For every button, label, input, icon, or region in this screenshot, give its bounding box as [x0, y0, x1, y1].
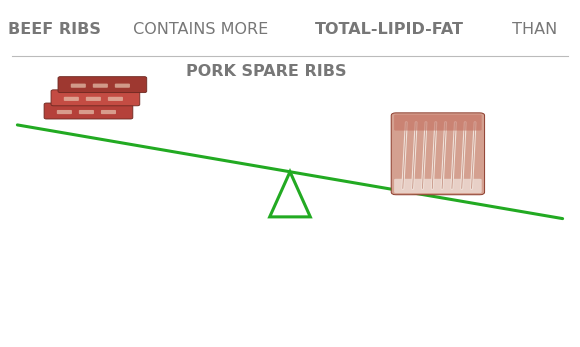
Text: CONTAINS MORE: CONTAINS MORE: [128, 22, 273, 37]
FancyBboxPatch shape: [58, 77, 147, 93]
FancyBboxPatch shape: [115, 84, 130, 88]
FancyBboxPatch shape: [86, 97, 101, 101]
FancyBboxPatch shape: [71, 84, 86, 88]
FancyBboxPatch shape: [44, 103, 133, 119]
FancyBboxPatch shape: [93, 84, 108, 88]
FancyBboxPatch shape: [57, 110, 72, 114]
Text: TOTAL-LIPID-FAT: TOTAL-LIPID-FAT: [315, 22, 464, 37]
FancyBboxPatch shape: [101, 110, 116, 114]
FancyBboxPatch shape: [108, 97, 123, 101]
FancyBboxPatch shape: [394, 115, 481, 130]
Text: PORK SPARE RIBS: PORK SPARE RIBS: [186, 64, 347, 79]
FancyBboxPatch shape: [64, 97, 79, 101]
Text: BEEF RIBS: BEEF RIBS: [8, 22, 100, 37]
FancyBboxPatch shape: [394, 179, 481, 193]
FancyBboxPatch shape: [79, 110, 94, 114]
FancyBboxPatch shape: [391, 113, 484, 195]
FancyBboxPatch shape: [51, 90, 140, 106]
Text: THAN: THAN: [508, 22, 557, 37]
